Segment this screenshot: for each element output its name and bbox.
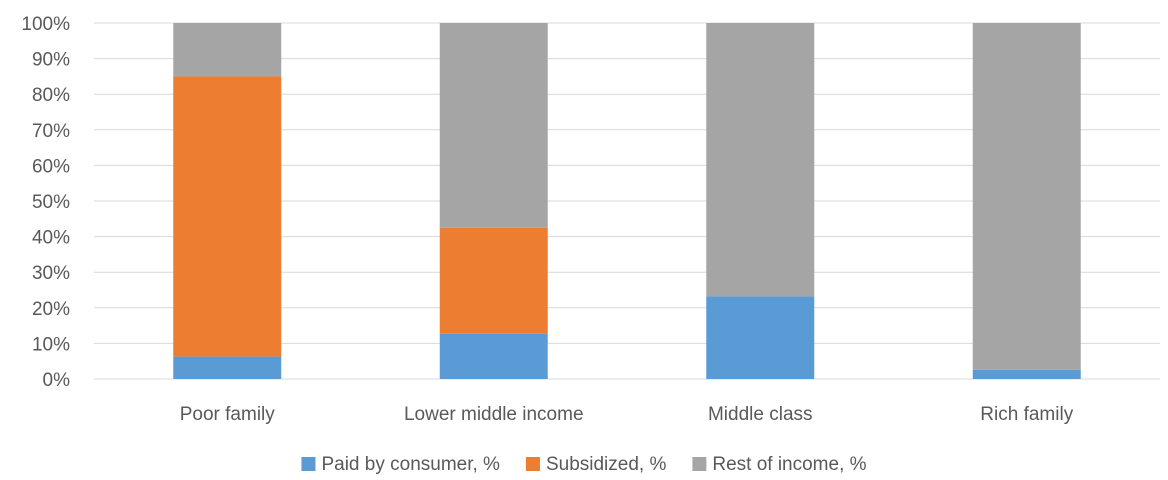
y-axis-ticks: 0% 10% 20% 30% 40% 50% 60% 70% 80% 90% 100% <box>21 14 70 391</box>
legend-swatch <box>301 457 316 471</box>
bar-segment <box>706 23 815 297</box>
y-tick-label: 70% <box>32 121 70 142</box>
y-tick-label: 60% <box>32 156 70 177</box>
bar-segment <box>439 227 548 334</box>
y-tick-label: 50% <box>32 192 70 213</box>
legend-label: Rest of income, % <box>712 454 866 475</box>
y-tick-label: 30% <box>32 263 70 284</box>
legend-label: Subsidized, % <box>546 454 667 475</box>
bar-segment <box>173 76 282 357</box>
x-category-label: Rich family <box>980 404 1073 425</box>
x-category-label: Poor family <box>180 404 276 425</box>
y-tick-label: 80% <box>32 85 70 106</box>
bar-segment <box>706 296 815 379</box>
y-tick-label: 20% <box>32 299 70 320</box>
legend-swatch <box>525 457 540 471</box>
bar-segment <box>972 23 1081 370</box>
bar-segment <box>173 23 282 77</box>
x-axis-categories: Poor family Lower middle income Middle cla… <box>180 404 1074 425</box>
bar-segment <box>439 333 548 379</box>
legend-label: Paid by consumer, % <box>321 454 500 475</box>
legend-swatch <box>692 457 707 471</box>
x-category-label: Middle class <box>708 404 813 425</box>
legend: Paid by consumer, % Subsidized, % Rest of … <box>301 454 867 475</box>
x-category-label: Lower middle income <box>404 404 584 425</box>
y-tick-label: 90% <box>32 50 70 71</box>
y-tick-label: 0% <box>43 370 71 391</box>
y-tick-label: 10% <box>32 334 70 355</box>
bar-segment <box>439 23 548 228</box>
bar-segment <box>173 356 282 379</box>
bars <box>173 23 1081 379</box>
y-tick-label: 100% <box>21 14 70 35</box>
y-tick-label: 40% <box>32 228 70 249</box>
bar-segment <box>972 369 1081 379</box>
